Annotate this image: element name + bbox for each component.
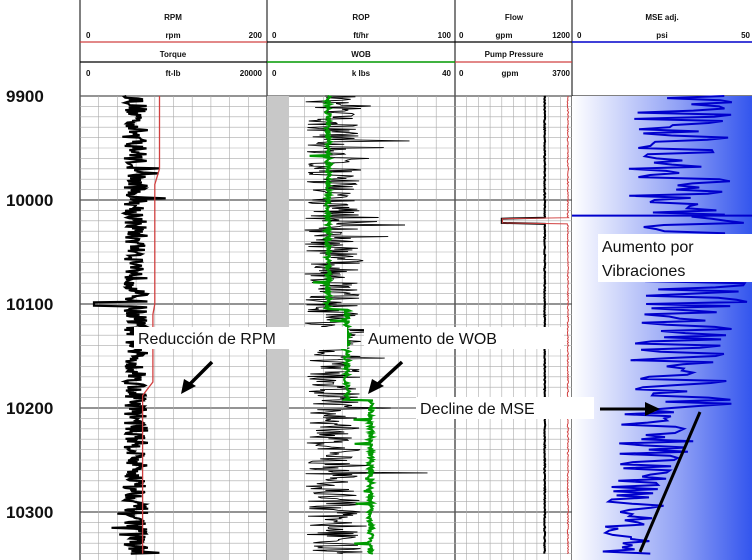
log-header: RPM 0 rpm 200 Torque 0 ft-lb 20000 ROP 0… [79,0,752,560]
rpm-header-title: RPM [164,13,182,22]
flow-header-min: 0 [459,31,464,40]
rop-header-min: 0 [272,31,277,40]
mse-trend-line [638,411,702,553]
wob-curve [309,94,378,555]
torque-header-max: 20000 [240,69,263,78]
rpm-arrow [188,360,214,386]
wob-annotation: Aumento de WOB [368,331,497,348]
mse-header-max: 50 [741,31,750,40]
flow-curve [500,95,547,554]
rpm-header-max: 200 [249,31,263,40]
flow-header-max: 1200 [552,31,570,40]
wob-header-title: WOB [351,50,371,59]
pressure-header-min: 0 [459,69,464,78]
rpm-curve [141,96,161,554]
wob-header-unit: k lbs [352,69,371,78]
rop-header-title: ROP [352,13,370,22]
rpm-arrow-head [181,379,196,394]
flow-header-title: Flow [505,13,524,22]
mse-decline-arrow-head [645,402,660,416]
rpm-header-min: 0 [86,31,91,40]
pressure-header-max: 3700 [552,69,570,78]
vibration-annotation-line1: Aumento por [602,239,694,256]
rop-curve [304,95,428,555]
depth-axis: 9900 10000 10100 10200 10300 [6,87,53,522]
wob-header-max: 40 [442,69,451,78]
wob-arrow-head [368,379,384,394]
torque-header-title: Torque [160,50,187,59]
mse-header-title: MSE adj. [645,13,678,22]
wob-arrow [376,360,404,386]
depth-tick-label: 10000 [6,191,53,210]
depth-tick-label: 10100 [6,295,53,314]
mse-header-min: 0 [577,31,582,40]
torque-header-min: 0 [86,69,91,78]
pressure-header-title: Pump Pressure [485,50,544,59]
pressure-header-unit: gpm [502,69,519,78]
depth-tick-label: 10200 [6,399,53,418]
depth-tick-label: 10300 [6,503,53,522]
vibration-annotation-line2: Vibraciones [602,263,685,280]
log-curves [92,94,752,555]
torque-header-unit: ft-lb [165,69,180,78]
mse-header-unit: psi [656,31,668,40]
pressure-curve [501,95,570,554]
rop-header-unit: ft/hr [353,31,369,40]
torque-curve [92,94,166,555]
annotations: Reducción de RPM Aumento de WOB Decline … [134,234,752,553]
depth-tick-label: 9900 [6,87,44,106]
flow-header-unit: gpm [496,31,513,40]
rop-header-max: 100 [438,31,452,40]
wob-header-min: 0 [272,69,277,78]
rpm-header-unit: rpm [165,31,180,40]
mse-decline-annotation: Decline de MSE [420,401,535,418]
rpm-annotation: Reducción de RPM [138,331,276,348]
mse-curve [602,95,748,555]
